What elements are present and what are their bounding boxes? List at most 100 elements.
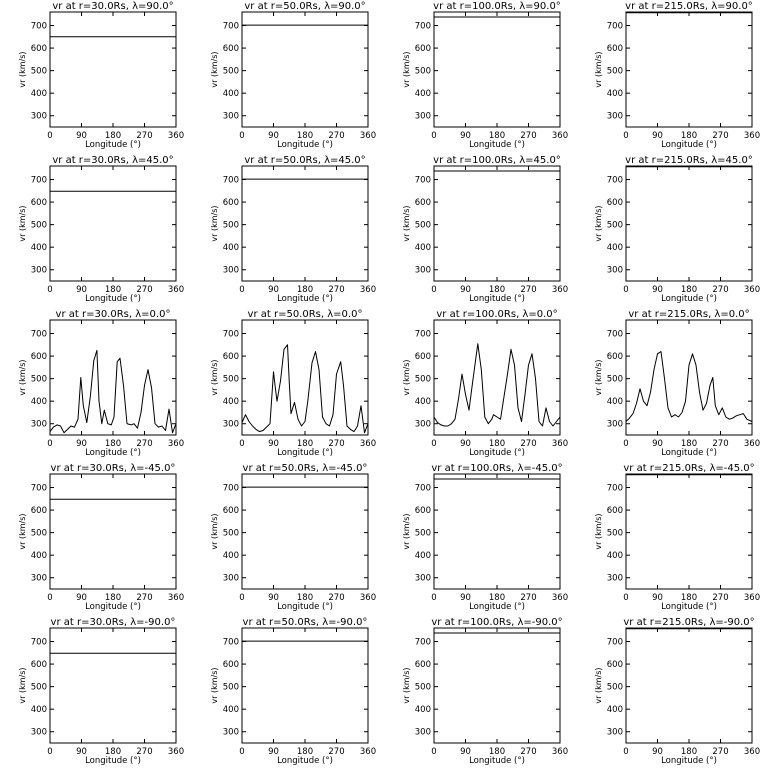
y-tick-label: 300 [415,112,431,122]
y-axis-label: vr (km/s) [18,513,27,549]
y-tick-label: 400 [607,89,623,99]
y-tick-label: 600 [415,660,431,670]
y-tick-label: 500 [223,683,239,693]
x-tick-label: 360 [744,285,760,295]
x-tick-label: 270 [136,285,152,295]
x-tick-label: 180 [297,131,313,141]
y-tick-label: 300 [415,266,431,276]
panel-title: vr at r=215.0Rs, λ=45.0° [625,155,753,166]
y-tick-label: 500 [607,375,623,385]
x-tick-label: 90 [268,747,279,757]
y-tick-label: 400 [415,89,431,99]
y-tick-label: 700 [607,638,623,648]
x-tick-label: 90 [652,131,663,141]
panel-title: vr at r=50.0Rs, λ=-90.0° [243,617,368,628]
panel-title: vr at r=30.0Rs, λ=90.0° [52,1,173,12]
series-line [433,343,561,427]
panel: vr at r=100.0Rs, λ=45.0° 0 90 180 270 360 300 4… [402,155,568,304]
y-tick-label: 700 [31,638,47,648]
x-tick-label: 270 [712,285,728,295]
y-tick-label: 400 [607,705,623,715]
plot-frame [433,319,561,436]
panel: vr at r=215.0Rs, λ=90.0° 0 90 180 270 360 300 4… [594,1,760,150]
x-axis-label: Longitude (°) [469,756,525,766]
y-axis-label: vr (km/s) [594,359,603,395]
y-tick-label: 300 [31,728,47,738]
y-tick-label: 500 [415,67,431,77]
x-tick-label: 180 [105,131,121,141]
x-tick-label: 180 [105,439,121,449]
x-tick-label: 180 [489,747,505,757]
panel-title: vr at r=215.0Rs, λ=90.0° [625,1,753,12]
x-tick-label: 270 [328,747,344,757]
x-tick-label: 360 [168,439,184,449]
y-tick-label: 600 [607,506,623,516]
x-tick-label: 180 [681,131,697,141]
panel: vr at r=30.0Rs, λ=-45.0° 0 90 180 270 360 300 4… [18,463,184,612]
panel: vr at r=215.0Rs, λ=-45.0° 0 90 180 270 360 300… [594,463,760,612]
x-axis-label: Longitude (°) [277,756,333,766]
x-tick-label: 90 [268,593,279,603]
y-axis-label: vr (km/s) [210,205,219,241]
y-axis-label: vr (km/s) [210,359,219,395]
y-tick-label: 500 [223,375,239,385]
y-tick-label: 700 [31,22,47,32]
y-axis-label: vr (km/s) [210,667,219,703]
y-tick-label: 300 [607,574,623,584]
y-tick-label: 700 [223,176,239,186]
y-tick-label: 400 [607,243,623,253]
y-tick-label: 300 [223,112,239,122]
x-tick-label: 180 [297,285,313,295]
x-tick-label: 180 [489,439,505,449]
x-tick-label: 0 [47,285,52,295]
panel: vr at r=100.0Rs, λ=-45.0° 0 90 180 270 360 300… [402,463,568,612]
y-tick-label: 300 [31,574,47,584]
y-tick-label: 400 [223,705,239,715]
plot-frame [241,11,369,128]
y-tick-label: 300 [607,420,623,430]
y-tick-label: 700 [223,638,239,648]
x-tick-label: 180 [489,131,505,141]
y-tick-label: 300 [415,728,431,738]
y-axis-label: vr (km/s) [594,51,603,87]
y-tick-label: 500 [415,529,431,539]
x-tick-label: 90 [460,439,471,449]
panel: vr at r=100.0Rs, λ=90.0° 0 90 180 270 360 300 4… [402,1,568,150]
x-tick-label: 360 [360,439,376,449]
x-tick-label: 180 [297,593,313,603]
y-tick-label: 400 [415,705,431,715]
x-tick-label: 90 [268,285,279,295]
y-tick-label: 600 [415,198,431,208]
y-tick-label: 300 [415,420,431,430]
panel-title: vr at r=30.0Rs, λ=0.0° [56,309,171,320]
plot-frame [49,165,177,282]
panel-title: vr at r=100.0Rs, λ=0.0° [436,309,557,320]
y-tick-label: 300 [31,112,47,122]
plot-frame [241,473,369,590]
x-tick-label: 90 [76,131,87,141]
y-tick-label: 700 [607,484,623,494]
x-axis-label: Longitude (°) [277,602,333,612]
x-tick-label: 270 [136,131,152,141]
panel: vr at r=50.0Rs, λ=-90.0° 0 90 180 270 360 300 4… [210,617,376,766]
y-tick-label: 600 [415,352,431,362]
panel: vr at r=30.0Rs, λ=45.0° 0 90 180 270 360 300 40… [18,155,184,304]
x-tick-label: 180 [681,593,697,603]
x-tick-label: 180 [681,747,697,757]
panel-title: vr at r=215.0Rs, λ=0.0° [628,309,749,320]
y-tick-label: 700 [607,176,623,186]
x-tick-label: 360 [744,131,760,141]
x-tick-label: 90 [76,285,87,295]
x-tick-label: 360 [552,593,568,603]
y-tick-label: 500 [31,529,47,539]
y-tick-label: 400 [223,397,239,407]
y-tick-label: 400 [31,243,47,253]
panel-title: vr at r=50.0Rs, λ=0.0° [248,309,363,320]
x-tick-label: 0 [431,131,436,141]
panel-title: vr at r=100.0Rs, λ=-90.0° [431,617,562,628]
panel-title: vr at r=50.0Rs, λ=45.0° [244,155,365,166]
x-tick-label: 0 [239,285,244,295]
plot-frame [49,473,177,590]
x-tick-label: 360 [168,747,184,757]
panel: vr at r=50.0Rs, λ=0.0° 0 90 180 270 360 300 400… [210,309,376,458]
